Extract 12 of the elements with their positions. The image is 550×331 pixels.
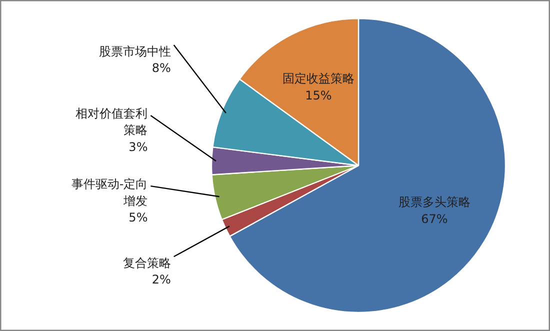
slice-label: 股票市场中性	[98, 44, 171, 58]
data-label: 8%	[152, 61, 171, 76]
slice-label: 事件驱动-定向增发	[71, 176, 148, 208]
slice-label: 固定收益策略	[282, 72, 354, 86]
data-label: 15%	[305, 88, 332, 102]
data-label: 3%	[128, 140, 148, 154]
data-label: 5%	[128, 210, 148, 225]
slice-label: 复合策略	[122, 256, 171, 270]
data-label: 2%	[152, 272, 171, 287]
data-label: 67%	[421, 212, 448, 226]
slice-label: 股票多头策略	[398, 194, 470, 209]
slice-label: 相对价值套利策略	[76, 106, 148, 138]
